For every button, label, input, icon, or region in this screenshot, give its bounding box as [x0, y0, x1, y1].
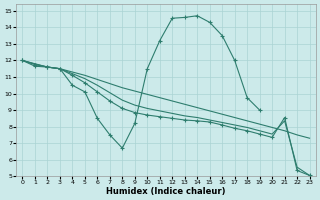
X-axis label: Humidex (Indice chaleur): Humidex (Indice chaleur)	[106, 187, 226, 196]
